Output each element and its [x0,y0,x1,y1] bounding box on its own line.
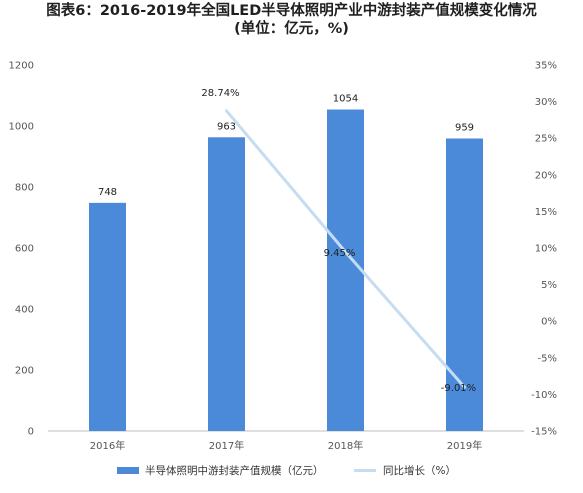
right-tick-label: -15% [531,427,557,438]
bar-value-label: 1054 [333,94,358,105]
bar [208,137,245,431]
right-tick-label: -5% [538,353,557,364]
right-tick-label: 10% [535,244,557,255]
bar-series [89,109,483,431]
left-tick-label: 1000 [9,122,34,133]
bar [446,138,483,431]
line-series [225,109,466,389]
chart-subtitle: (单位：亿元，%) [234,21,349,37]
right-tick-label: -10% [531,390,557,401]
growth-value-label: 9.45% [324,248,356,259]
legend-item-line: 同比增长（%） [354,464,456,477]
legend-swatch-bar [117,467,139,474]
right-tick-label: 15% [535,207,557,218]
left-tick-label: 0 [28,427,34,438]
right-tick-label: 5% [541,280,557,291]
legend: 半导体照明中游封装产值规模（亿元） 同比增长（%） [117,464,456,477]
bar [89,202,126,431]
bar [327,109,364,431]
right-tick-label: 20% [535,170,557,181]
growth-point [225,109,228,113]
left-tick-label: 400 [15,305,34,316]
left-tick-label: 1200 [9,61,34,72]
x-tick-label: 2017年 [209,439,244,452]
legend-label-bar: 半导体照明中游封装产值规模（亿元） [145,464,324,477]
bar-value-label: 963 [217,121,236,132]
x-tick-label: 2016年 [90,439,125,452]
data-labels: 748 963 1054 959 28.74% 9.45% -9.01% [98,88,476,394]
legend-label-line: 同比增长（%） [383,464,456,477]
growth-point [463,385,466,389]
right-tick-label: 0% [541,317,557,328]
chart-title-main: 图表6：2016-2019年全国LED半导体照明产业中游封装产值规模变化情况 [46,3,537,19]
bar-value-label: 748 [98,187,117,198]
bar-value-label: 959 [455,123,474,134]
legend-item-bar: 半导体照明中游封装产值规模（亿元） [117,464,324,477]
x-tick-label: 2019年 [447,439,482,452]
left-tick-label: 200 [15,366,34,377]
right-tick-label: 25% [535,134,557,145]
growth-value-label: 28.74% [201,88,239,99]
growth-point [344,250,347,254]
right-axis: -15% -10% -5% 0% 5% 10% 15% 20% 25% 30% 35% [531,61,557,438]
right-tick-label: 35% [535,61,557,72]
left-axis: 0 200 400 600 800 1000 1200 [9,61,34,438]
chart-title: 图表6：2016-2019年全国LED半导体照明产业中游封装产值规模变化情况 (… [0,2,583,38]
left-tick-label: 600 [15,244,34,255]
left-tick-label: 800 [15,183,34,194]
x-axis: 2016年 2017年 2018年 2019年 [90,439,482,452]
growth-value-label: -9.01% [441,383,476,394]
x-tick-label: 2018年 [328,439,363,452]
right-tick-label: 30% [535,97,557,108]
